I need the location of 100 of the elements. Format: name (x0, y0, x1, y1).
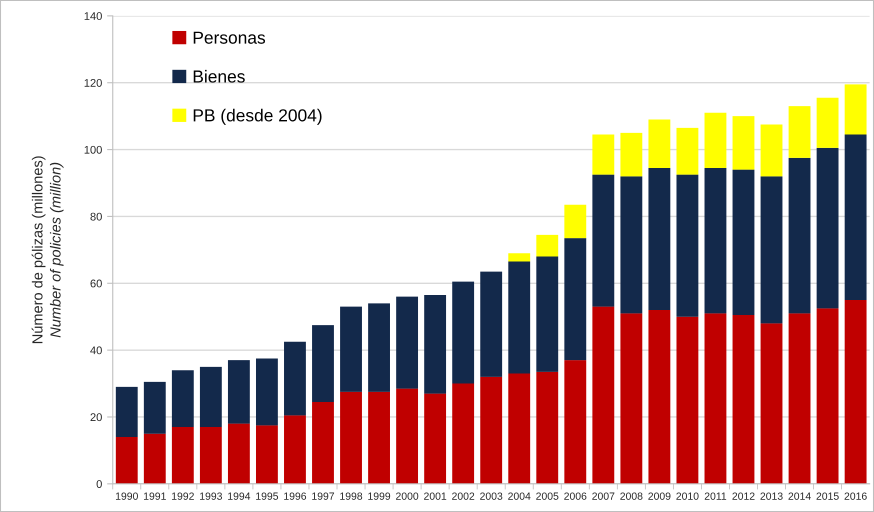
bar (564, 360, 586, 484)
x-tick-label: 2008 (620, 492, 642, 500)
bar (424, 294, 446, 394)
bar (564, 204, 586, 238)
bar (760, 176, 782, 324)
bar (788, 158, 810, 314)
x-tick-label: 2007 (592, 492, 614, 500)
bar (592, 174, 614, 307)
bar (228, 424, 250, 484)
bar (620, 176, 642, 314)
bar (256, 425, 278, 484)
x-tick-label: 1999 (368, 492, 390, 500)
x-tick-label: 1994 (228, 492, 250, 500)
legend-label: Personas (194, 32, 266, 44)
bar (144, 434, 166, 484)
x-tick-label: 2011 (704, 492, 726, 500)
bar (676, 128, 698, 175)
bar (172, 370, 194, 428)
bar (788, 313, 810, 484)
bar (844, 134, 867, 300)
legend-label: PB (desde 2004) (194, 108, 322, 125)
x-tick-label: 2005 (536, 492, 558, 500)
bar (144, 382, 166, 434)
bar (648, 310, 670, 484)
bar (172, 427, 194, 484)
bar (480, 376, 502, 484)
x-tick-label: 1995 (256, 492, 278, 500)
bar (312, 325, 334, 402)
bar (732, 315, 754, 484)
x-tick-label: 1992 (172, 492, 194, 500)
bar (480, 272, 502, 377)
bar (116, 386, 138, 438)
y-axis-title: Número de pólizas (millones) Number of policies (million) (32, 156, 64, 344)
bar (844, 300, 867, 484)
x-tick-label: 2009 (648, 492, 670, 500)
bar (620, 313, 642, 484)
bar (256, 358, 278, 426)
bar (704, 313, 726, 484)
x-tick-label: 2000 (396, 492, 418, 500)
bar (816, 148, 839, 308)
bar (676, 316, 698, 484)
bar (536, 256, 558, 372)
bar (592, 306, 614, 484)
bar (340, 306, 362, 392)
y-tick-label: 100 (84, 146, 102, 154)
bar (648, 119, 670, 168)
x-tick-label: 1991 (144, 492, 166, 500)
bar (312, 402, 334, 484)
y-tick-label: 20 (90, 413, 102, 422)
x-tick-label: 2016 (844, 492, 867, 500)
bar (592, 134, 614, 175)
x-tick-label: 2002 (452, 492, 474, 500)
y-tick-label: 80 (90, 212, 102, 221)
y-tick-label: 120 (84, 78, 102, 87)
x-tick-label: 2004 (508, 492, 531, 500)
bar (340, 392, 362, 484)
x-tick-label: 1998 (340, 492, 362, 500)
bar (284, 342, 306, 416)
bar (704, 168, 726, 314)
x-tick-label: 1997 (312, 492, 334, 500)
bar (368, 392, 390, 484)
bar (844, 84, 867, 135)
bar (200, 427, 222, 484)
x-tick-label: 2012 (732, 492, 755, 500)
x-tick-label: 1990 (116, 492, 138, 500)
bar (200, 366, 222, 428)
x-tick-label: 1993 (200, 492, 222, 500)
bar (732, 116, 754, 170)
bar (536, 234, 558, 257)
bar (816, 98, 839, 148)
x-tick-label: 2010 (676, 492, 699, 500)
bar (536, 372, 558, 484)
bar (368, 303, 390, 392)
y-tick-label: 60 (90, 280, 102, 288)
bar (508, 374, 530, 484)
bar (396, 296, 418, 389)
y-tick-label: 40 (90, 346, 102, 354)
x-tick-label: 2014 (788, 492, 811, 500)
bar (452, 282, 474, 384)
bar (284, 415, 306, 484)
bar (452, 384, 474, 484)
bar (228, 360, 250, 424)
bar (760, 323, 782, 484)
x-tick-label: 2006 (564, 492, 586, 500)
bar (508, 262, 530, 374)
x-tick-label: 2003 (480, 492, 502, 500)
bar (648, 168, 670, 310)
x-tick-label: 2013 (760, 492, 783, 500)
bar (732, 170, 754, 316)
bar (816, 308, 839, 484)
x-tick-label: 1996 (284, 492, 306, 500)
bar (508, 253, 530, 262)
bar (396, 388, 418, 484)
bar (564, 238, 586, 360)
x-tick-label: 2001 (424, 492, 446, 500)
bar (760, 124, 782, 176)
bar (424, 394, 446, 484)
bar (620, 132, 642, 176)
y-tick-label: 0 (96, 480, 102, 488)
bar (116, 437, 138, 484)
